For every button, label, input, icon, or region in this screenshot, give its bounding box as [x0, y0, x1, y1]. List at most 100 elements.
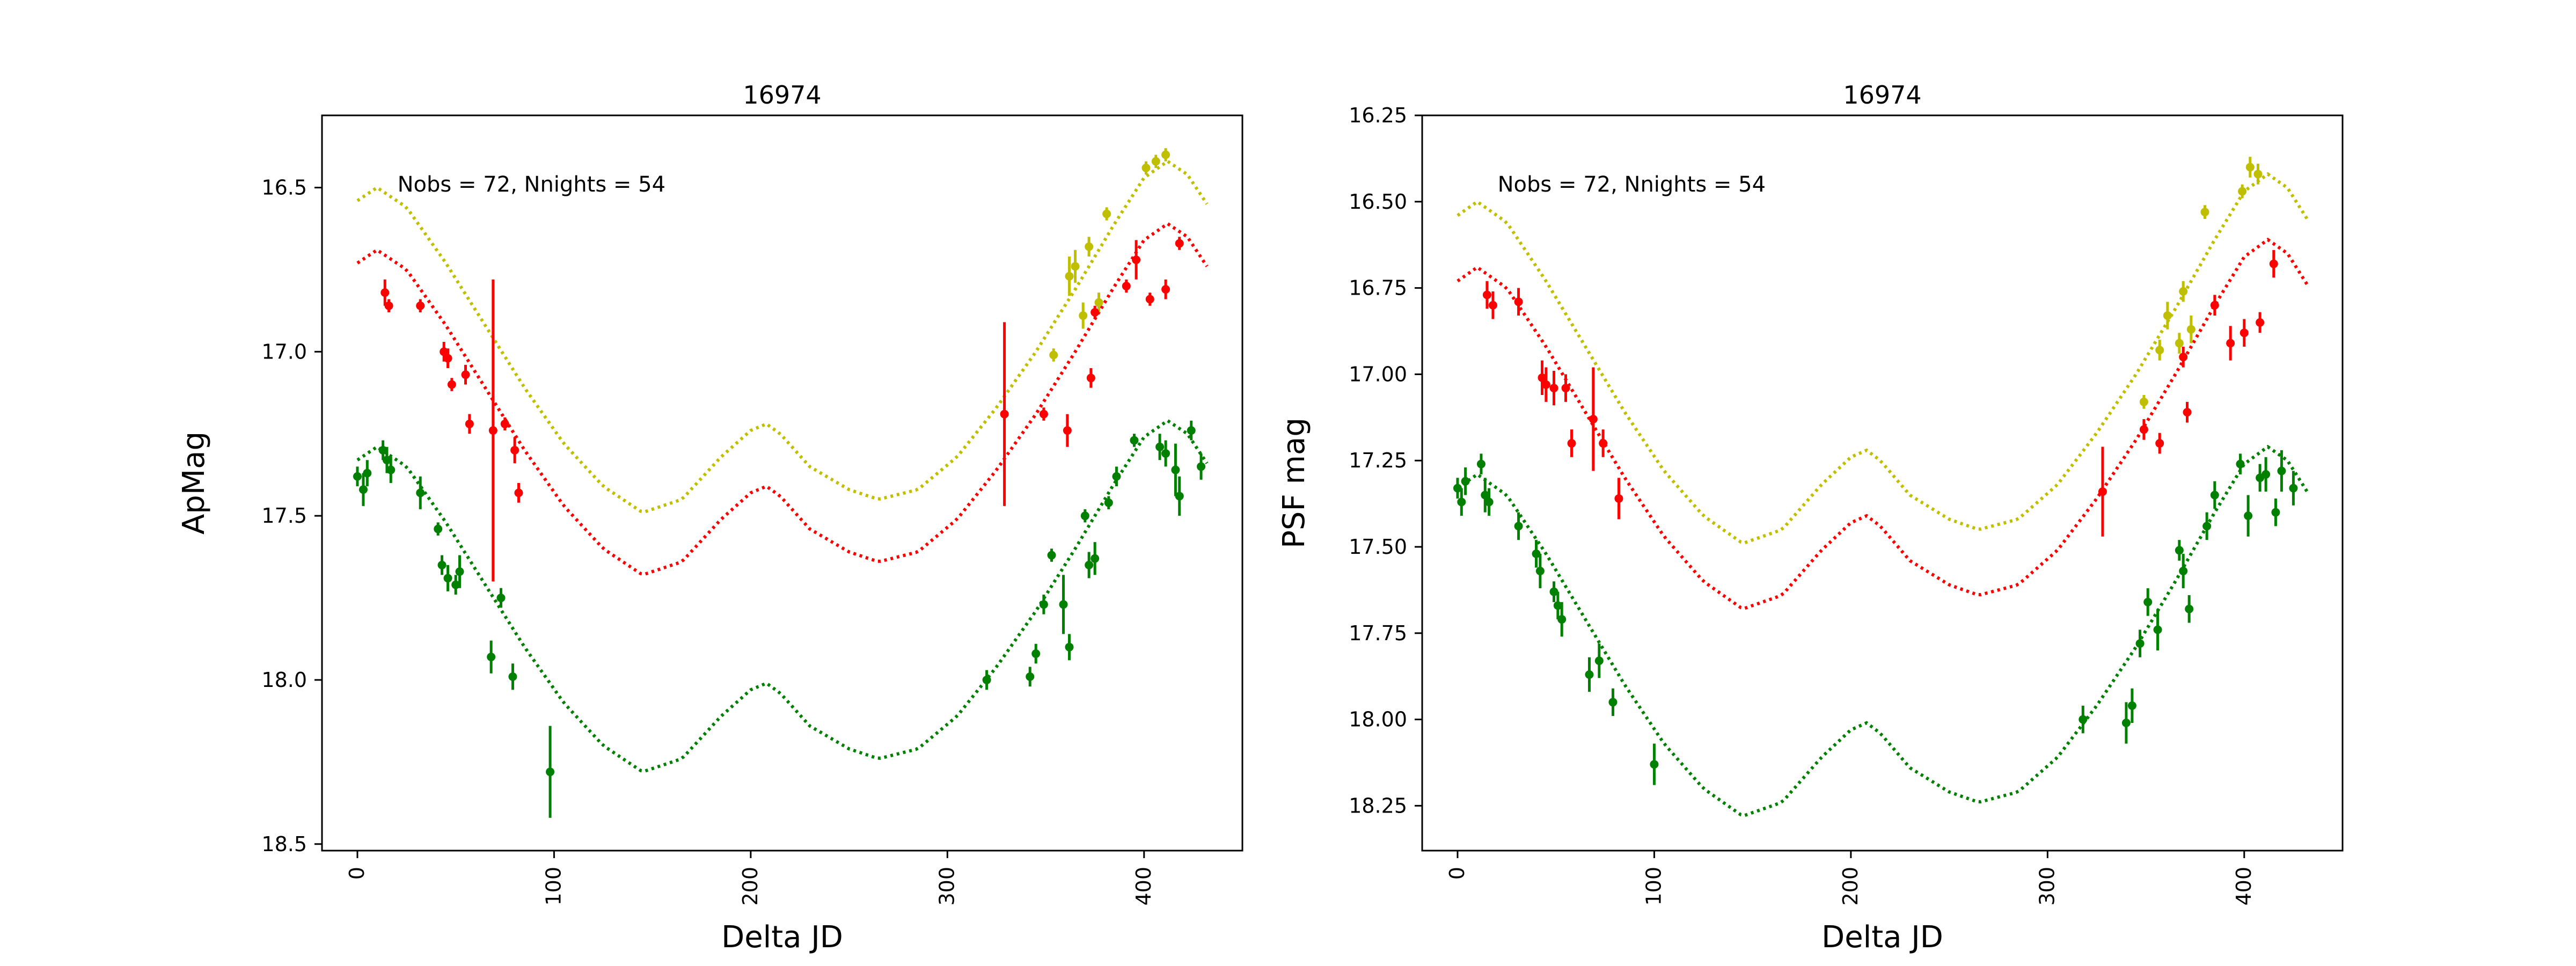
model-curve-1	[356, 222, 1209, 576]
y-tick-label: 17.25	[1349, 449, 1407, 472]
data-point	[384, 301, 393, 310]
data-point	[1065, 272, 1074, 281]
data-point	[1085, 560, 1094, 569]
data-point	[2079, 715, 2088, 724]
y-tick-label: 16.75	[1349, 276, 1407, 300]
data-point	[2155, 346, 2164, 355]
data-point	[1112, 472, 1121, 481]
data-point	[2155, 439, 2164, 448]
data-point	[2127, 701, 2136, 710]
data-point	[1155, 442, 1165, 451]
data-point	[1476, 459, 1485, 469]
data-point	[416, 301, 425, 310]
plot-frame	[321, 114, 1243, 852]
data-point	[1553, 601, 1562, 610]
data-point	[1151, 157, 1160, 166]
data-point	[434, 524, 443, 533]
data-point	[1187, 426, 1196, 435]
x-tick-label: 100	[1642, 867, 1665, 906]
data-point	[2179, 287, 2188, 296]
x-tick-label: 400	[2232, 867, 2256, 906]
data-point	[378, 445, 387, 455]
data-point	[1650, 760, 1659, 769]
data-point	[1514, 522, 1523, 531]
chart-title: 16974	[743, 80, 821, 109]
data-point	[1080, 511, 1089, 521]
y-tick-label: 18.00	[1349, 708, 1407, 731]
data-point	[447, 380, 456, 389]
x-tick-label: 400	[1132, 867, 1155, 906]
data-point	[1594, 656, 1604, 665]
data-point	[2179, 567, 2188, 576]
data-point	[437, 560, 447, 569]
y-tick-label: 18.5	[261, 832, 307, 856]
y-tick-label: 17.5	[261, 504, 307, 528]
data-point	[386, 465, 396, 474]
data-point	[1091, 308, 1100, 317]
data-point	[363, 469, 372, 478]
data-point	[1091, 554, 1100, 563]
data-point	[1567, 439, 1576, 448]
x-tick-label: 200	[1839, 867, 1862, 906]
x-tick-label: 200	[738, 867, 762, 906]
data-point	[1000, 409, 1009, 419]
data-point	[546, 767, 555, 777]
data-point	[1085, 242, 1094, 251]
data-point	[1453, 484, 1462, 493]
data-point	[1122, 282, 1131, 291]
data-point	[1488, 301, 1497, 310]
data-point	[1094, 298, 1103, 307]
data-point	[443, 354, 452, 363]
data-point	[2240, 328, 2249, 338]
data-point	[982, 675, 991, 684]
data-point	[2135, 639, 2145, 648]
data-point	[1102, 209, 1111, 218]
data-point	[2256, 318, 2265, 327]
data-point	[2121, 719, 2131, 728]
data-point	[488, 426, 497, 435]
data-point	[2179, 353, 2188, 362]
y-tick-label: 18.25	[1349, 794, 1407, 817]
data-point	[1171, 465, 1180, 474]
data-point	[2262, 470, 2271, 479]
plot-frame	[1421, 114, 2344, 852]
data-point	[1141, 163, 1151, 172]
x-axis-label: Delta JD	[721, 920, 843, 955]
y-tick-label: 18.0	[261, 668, 307, 692]
data-point	[1065, 642, 1074, 652]
data-point	[2210, 301, 2219, 310]
data-point	[1557, 615, 1567, 624]
data-point	[2269, 259, 2278, 268]
data-point	[1063, 426, 1072, 435]
data-point	[1104, 498, 1113, 507]
model-curve-2	[1457, 444, 2309, 817]
model-curve-0	[356, 159, 1209, 514]
chart-title: 16974	[1843, 80, 1921, 109]
data-point	[1049, 350, 1058, 360]
x-tick-label: 300	[935, 867, 958, 906]
data-point	[416, 488, 425, 497]
data-point	[2226, 339, 2235, 348]
model-curve-2	[356, 419, 1209, 773]
data-point	[2202, 522, 2212, 531]
data-point	[2210, 491, 2219, 500]
data-point	[1608, 698, 1618, 707]
data-point	[2238, 187, 2247, 196]
data-point	[2277, 466, 2286, 475]
x-tick-label: 0	[345, 867, 369, 880]
data-point	[1161, 449, 1170, 458]
data-point	[1175, 239, 1184, 248]
data-point	[461, 370, 470, 379]
data-point	[1614, 494, 1623, 503]
data-point	[1585, 670, 1594, 679]
x-tick-label: 100	[541, 867, 565, 906]
y-tick-label: 16.5	[261, 176, 307, 200]
data-point	[1059, 600, 1068, 609]
data-point	[1481, 491, 1490, 500]
data-point	[382, 456, 391, 465]
data-point	[1484, 497, 1494, 507]
data-point	[2244, 511, 2253, 521]
data-point	[1197, 462, 1206, 471]
data-point	[487, 653, 496, 662]
